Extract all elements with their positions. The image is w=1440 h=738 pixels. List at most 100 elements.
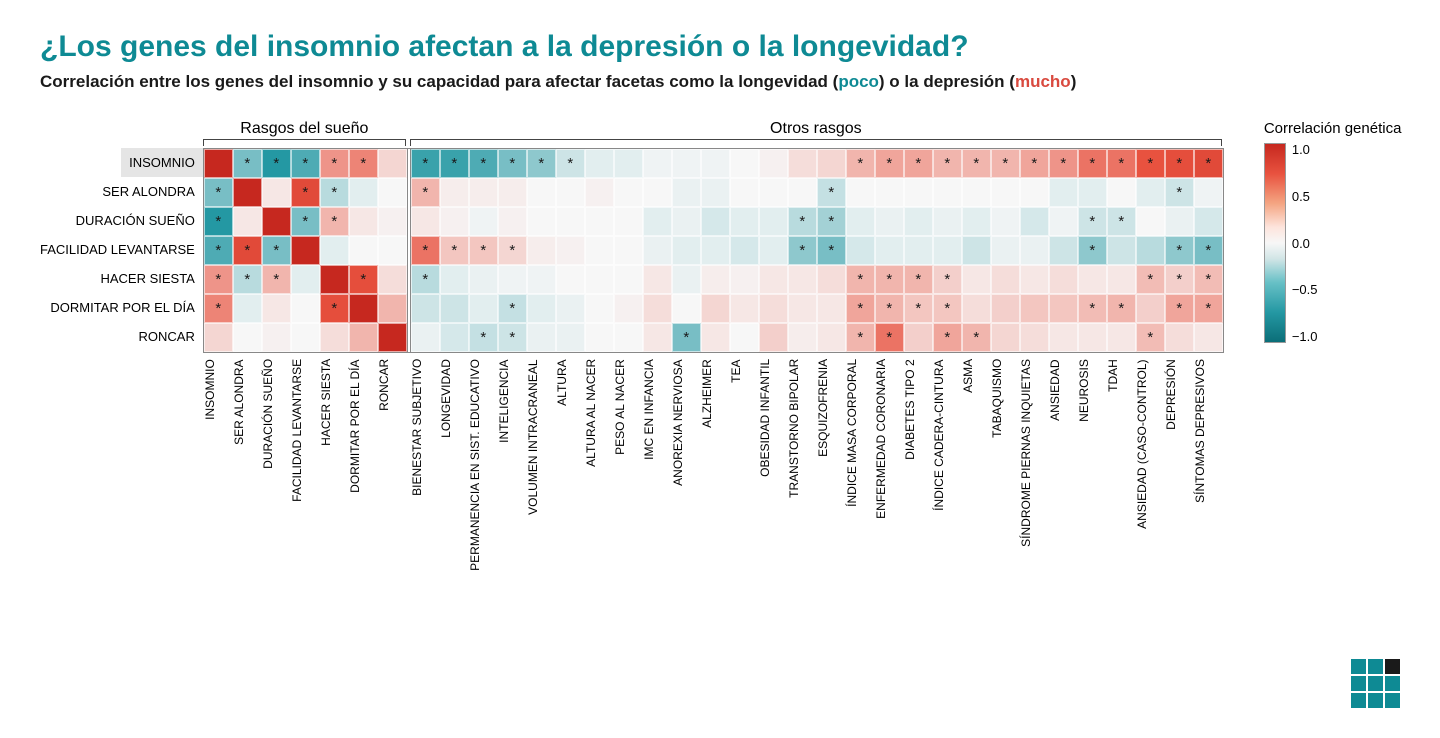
heatmap-cell [730, 323, 759, 352]
heatmap-cell: * [1136, 265, 1165, 294]
heatmap-cell [440, 265, 469, 294]
heatmap-cell [875, 236, 904, 265]
heatmap-cell [527, 178, 556, 207]
legend-tick: −1.0 [1292, 330, 1318, 343]
heatmap-cell: * [1049, 149, 1078, 178]
heatmap-cell [991, 323, 1020, 352]
heatmap-cell [643, 294, 672, 323]
heatmap-cell [614, 236, 643, 265]
heatmap-cell [846, 207, 875, 236]
legend-tick: 1.0 [1292, 143, 1318, 156]
heatmap-cell: * [1078, 207, 1107, 236]
heatmap-cell: * [904, 294, 933, 323]
heatmap-cell: * [411, 178, 440, 207]
column-label: RONCAR [377, 359, 406, 573]
heatmap-cell [349, 294, 378, 323]
heatmap-cell [1078, 178, 1107, 207]
column-label: ÍNDICE MASA CORPORAL [845, 359, 874, 573]
subtitle-post: ) [1071, 72, 1077, 91]
legend-title: Correlación genética [1264, 120, 1402, 137]
heatmap-cell: * [320, 178, 349, 207]
heatmap-cell [962, 178, 991, 207]
column-label: ALTURA AL NACER [584, 359, 613, 573]
heatmap-cell [585, 178, 614, 207]
heatmap-cell: * [291, 149, 320, 178]
heatmap-cell [643, 207, 672, 236]
heatmap-cell [1107, 178, 1136, 207]
heatmap-cell: * [469, 149, 498, 178]
heatmap-cell: * [672, 323, 701, 352]
heatmap-cell: * [962, 323, 991, 352]
column-label: ESQUIZOFRENIA [816, 359, 845, 573]
heatmap-cell [204, 323, 233, 352]
heatmap-cell [291, 294, 320, 323]
heatmap-cell: * [556, 149, 585, 178]
heatmap-cell [1165, 323, 1194, 352]
legend-tick: −0.5 [1292, 283, 1318, 296]
heatmap-cell: * [498, 149, 527, 178]
heatmap-cell [469, 265, 498, 294]
heatmap-cell [672, 178, 701, 207]
heatmap-cell [1020, 265, 1049, 294]
brand-logo [1351, 659, 1400, 708]
heatmap-cell: * [233, 236, 262, 265]
heatmap-cell [991, 178, 1020, 207]
heatmap-row: ************ [204, 265, 1223, 294]
heatmap-cell [614, 323, 643, 352]
heatmap-cell: * [933, 294, 962, 323]
group-headers: Rasgos del sueñoOtros rasgos [203, 120, 1224, 148]
heatmap-cell [320, 236, 349, 265]
subtitle-poco: poco [838, 72, 879, 91]
heatmap-cell: * [204, 207, 233, 236]
column-label: SÍNDROME PIERNAS INQUIETAS [1019, 359, 1048, 573]
heatmap-cell [788, 149, 817, 178]
heatmap-cell [933, 178, 962, 207]
column-label: LONGEVIDAD [439, 359, 468, 573]
heatmap-cell [701, 207, 730, 236]
heatmap-cell [991, 294, 1020, 323]
heatmap-cell: * [1194, 265, 1223, 294]
heatmap-cell: * [498, 323, 527, 352]
heatmap-cell [614, 178, 643, 207]
heatmap-cell: * [262, 236, 291, 265]
row-label: HACER SIESTA [100, 264, 202, 293]
heatmap-cell [440, 323, 469, 352]
heatmap-cell: * [817, 236, 846, 265]
heatmap-cell [962, 294, 991, 323]
heatmap-cell [233, 178, 262, 207]
heatmap-cell [614, 207, 643, 236]
heatmap-cell [759, 294, 788, 323]
heatmap-cell [411, 207, 440, 236]
heatmap-cell [1107, 236, 1136, 265]
heatmap-row: ****** [204, 178, 1223, 207]
heatmap-cell: * [291, 178, 320, 207]
heatmap-cell [411, 294, 440, 323]
heatmap-cell [933, 236, 962, 265]
heatmap-cell [378, 207, 407, 236]
heatmap-cell: * [291, 207, 320, 236]
heatmap-cell: * [1078, 149, 1107, 178]
heatmap-row: ******** [204, 323, 1223, 352]
heatmap-cell [991, 236, 1020, 265]
heatmap-cell [1136, 207, 1165, 236]
heatmap-cell [701, 236, 730, 265]
heatmap-cell [440, 207, 469, 236]
heatmap-cell [933, 207, 962, 236]
heatmap-row: ************ [204, 236, 1223, 265]
heatmap-cell: * [498, 294, 527, 323]
legend-colorbar [1264, 143, 1286, 343]
legend-tick: 0.0 [1292, 237, 1318, 250]
column-label: ANOREXIA NERVIOSA [671, 359, 700, 573]
column-label: DEPRESIÓN [1164, 359, 1193, 573]
heatmap-cell: * [1165, 236, 1194, 265]
column-label: TABAQUISMO [990, 359, 1019, 573]
heatmap-cell: * [933, 265, 962, 294]
heatmap-cell [1078, 265, 1107, 294]
heatmap-cell [701, 178, 730, 207]
heatmap-cell [349, 236, 378, 265]
heatmap-cell [527, 294, 556, 323]
column-labels: INSOMNIOSER ALONDRADURACIÓN SUEÑOFACILID… [203, 353, 1224, 573]
row-label: DORMITAR POR EL DÍA [50, 293, 202, 322]
row-label: INSOMNIO [121, 148, 203, 177]
heatmap-cell [1020, 207, 1049, 236]
